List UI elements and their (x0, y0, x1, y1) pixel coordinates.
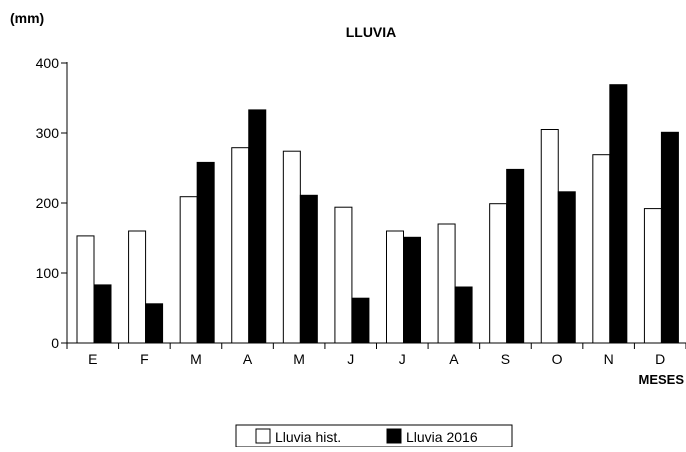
x-tick-label: N (604, 351, 614, 367)
x-tick-label: F (140, 351, 149, 367)
x-tick-label: A (243, 351, 253, 367)
bar-2016-3 (248, 109, 267, 344)
y-tick-label: 400 (36, 55, 60, 71)
chart-title: LLUVIA (346, 24, 397, 40)
bar-hist-2 (179, 196, 198, 344)
bar-2016-0 (93, 284, 112, 344)
bar-2016-5 (351, 297, 370, 344)
bar-hist-3 (231, 147, 250, 344)
axes-group: 0 100 200 300 400 E F M A M J J A S O N D (36, 55, 686, 367)
x-tick-label: M (293, 351, 305, 367)
y-tick-label: 0 (51, 335, 59, 351)
legend-label-1: Lluvia 2016 (406, 429, 478, 445)
x-tick-label: J (347, 351, 354, 367)
bar-2016-8 (506, 168, 525, 344)
bar-2016-10 (609, 84, 628, 344)
bar-hist-11 (643, 208, 662, 344)
x-tick-label: D (655, 351, 665, 367)
bar-2016-7 (454, 286, 473, 344)
bar-hist-1 (128, 230, 147, 344)
y-tick-label: 300 (36, 125, 60, 141)
bar-hist-10 (592, 154, 611, 344)
legend-swatch-1 (386, 428, 402, 444)
bar-2016-1 (145, 303, 164, 344)
x-axis-label: MESES (638, 372, 684, 387)
bar-2016-6 (403, 236, 421, 344)
x-tick-label: O (552, 351, 563, 367)
legend-label-0: Lluvia hist. (275, 429, 341, 445)
y-axis-unit-label: (mm) (10, 10, 44, 26)
x-tick-label: M (190, 351, 202, 367)
bar-hist-9 (540, 129, 559, 344)
bar-2016-11 (660, 131, 679, 344)
x-tick-label: A (449, 351, 459, 367)
bar-2016-4 (299, 194, 318, 344)
bars-group (76, 84, 679, 344)
y-tick-label: 200 (36, 195, 60, 211)
x-tick-label: J (399, 351, 406, 367)
bar-hist-6 (386, 230, 404, 344)
x-tick-label: S (501, 351, 510, 367)
bar-hist-0 (76, 235, 95, 344)
bar-hist-8 (489, 203, 508, 344)
bar-hist-4 (282, 150, 301, 344)
y-tick-label: 100 (36, 265, 60, 281)
bar-2016-9 (557, 191, 576, 344)
bar-hist-5 (334, 206, 353, 344)
legend-swatch-0 (255, 428, 271, 444)
legend: Lluvia hist. Lluvia 2016 (235, 424, 513, 448)
x-tick-label: E (88, 351, 97, 367)
bar-2016-2 (196, 161, 215, 344)
bar-hist-7 (437, 223, 456, 344)
